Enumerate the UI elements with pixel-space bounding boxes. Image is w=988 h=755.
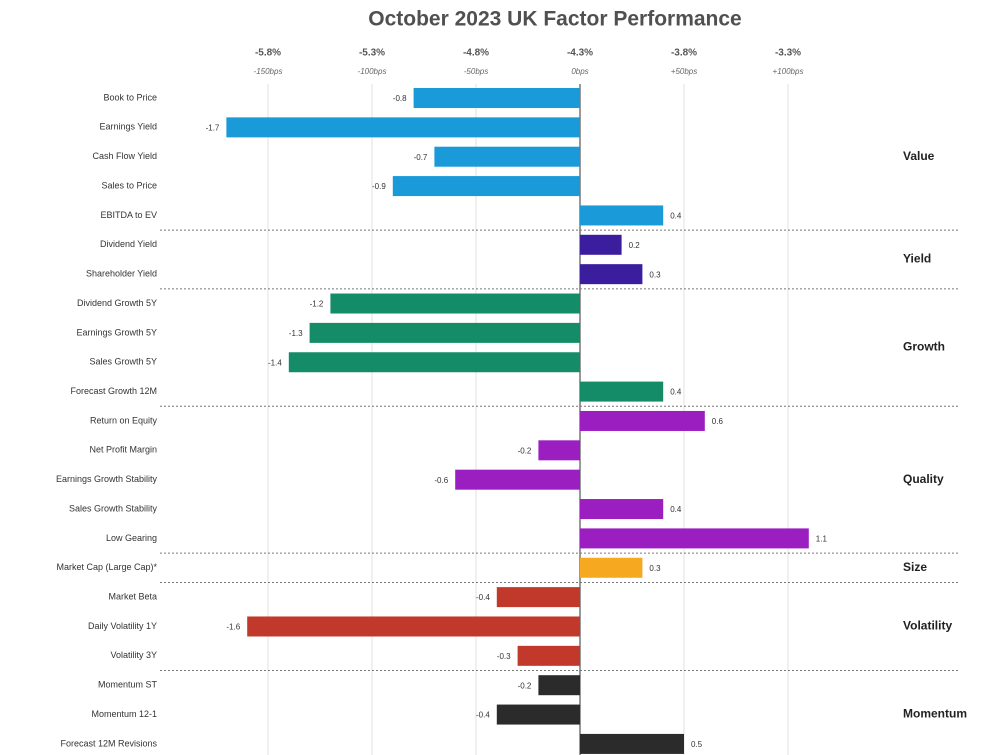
- category-label: Book to Price: [103, 92, 157, 102]
- category-label: Market Beta: [108, 591, 157, 601]
- bar: [330, 293, 580, 314]
- bar: [580, 557, 643, 578]
- x-tick-label: -5.3%: [359, 48, 385, 59]
- value-label: 0.4: [670, 505, 682, 514]
- group-label: Quality: [903, 472, 944, 486]
- x-tick-label: -4.8%: [463, 48, 489, 59]
- group-label: Volatility: [903, 619, 952, 633]
- group-label: Growth: [903, 340, 945, 354]
- x-tick-label: -3.3%: [775, 48, 801, 59]
- value-label: 0.2: [629, 241, 641, 250]
- value-label: 0.4: [670, 212, 682, 221]
- value-label: 1.1: [816, 535, 828, 544]
- value-label: 0.3: [649, 564, 661, 573]
- category-label: Return on Equity: [90, 415, 158, 425]
- bar: [580, 528, 809, 549]
- value-label: 0.4: [670, 388, 682, 397]
- value-label: -0.4: [476, 711, 490, 720]
- bar: [392, 176, 580, 197]
- category-label: Dividend Growth 5Y: [77, 298, 157, 308]
- category-label: Forecast 12M Revisions: [60, 738, 157, 748]
- bar: [413, 88, 580, 108]
- bar: [496, 704, 580, 725]
- bar: [496, 587, 580, 608]
- category-label: Momentum 12-1: [91, 709, 157, 719]
- chart-title: October 2023 UK Factor Performance: [368, 8, 741, 31]
- value-label: -1.3: [289, 329, 303, 338]
- x-tick-sublabel: +100bps: [773, 67, 804, 76]
- bar: [580, 410, 705, 431]
- value-label: 0.3: [649, 270, 661, 279]
- bar: [538, 440, 580, 461]
- value-label: -1.4: [268, 358, 282, 367]
- category-label: Earnings Growth 5Y: [76, 327, 157, 337]
- value-label: -0.2: [518, 681, 532, 690]
- x-tick-sublabel: 0bps: [571, 67, 588, 76]
- value-label: -1.2: [310, 300, 324, 309]
- bar: [538, 675, 580, 696]
- group-label: Momentum: [903, 707, 967, 721]
- category-label: Sales Growth 5Y: [89, 357, 157, 367]
- bar: [517, 645, 580, 666]
- category-label: Earnings Growth Stability: [56, 474, 158, 484]
- x-tick-label: -3.8%: [671, 48, 697, 59]
- bar: [580, 381, 664, 402]
- group-label: Yield: [903, 252, 931, 266]
- category-label: Dividend Yield: [100, 239, 157, 249]
- value-label: -0.2: [518, 446, 532, 455]
- group-label: Value: [903, 149, 935, 163]
- category-label: Earnings Yield: [99, 122, 157, 132]
- category-label: Market Cap (Large Cap)*: [56, 562, 157, 572]
- group-label: Size: [903, 560, 927, 574]
- bar: [434, 146, 580, 167]
- bar: [580, 234, 622, 255]
- bar: [226, 117, 580, 138]
- category-label: Shareholder Yield: [86, 269, 157, 279]
- category-label: Sales Growth Stability: [69, 503, 158, 513]
- value-label: 0.6: [712, 417, 724, 426]
- x-tick-sublabel: -50bps: [464, 67, 488, 76]
- x-tick-sublabel: -150bps: [254, 67, 283, 76]
- category-label: Sales to Price: [101, 180, 157, 190]
- bar: [247, 616, 580, 637]
- bar: [580, 499, 664, 520]
- value-label: -1.7: [206, 123, 220, 132]
- value-label: -0.7: [414, 153, 428, 162]
- bar: [309, 322, 580, 343]
- bar: [288, 352, 580, 373]
- bar: [580, 205, 664, 226]
- value-label: -0.3: [497, 652, 511, 661]
- value-label: -0.4: [476, 593, 490, 602]
- bar: [580, 264, 643, 285]
- category-label: Cash Flow Yield: [92, 151, 157, 161]
- value-label: -1.6: [226, 623, 240, 632]
- category-label: Momentum ST: [98, 680, 158, 690]
- x-tick-sublabel: -100bps: [358, 67, 387, 76]
- value-label: -0.9: [372, 182, 386, 191]
- value-label: -0.6: [434, 476, 448, 485]
- category-label: Daily Volatility 1Y: [88, 621, 157, 631]
- bar: [580, 733, 684, 754]
- x-tick-label: -5.8%: [255, 48, 281, 59]
- category-label: EBITDA to EV: [100, 210, 157, 220]
- value-label: -0.8: [393, 94, 407, 103]
- x-tick-sublabel: +50bps: [671, 67, 697, 76]
- category-label: Volatility 3Y: [110, 650, 157, 660]
- x-tick-label: -4.3%: [567, 48, 593, 59]
- category-label: Forecast Growth 12M: [70, 386, 157, 396]
- value-label: 0.5: [691, 740, 703, 749]
- category-label: Low Gearing: [106, 533, 157, 543]
- bar: [455, 469, 580, 490]
- category-label: Net Profit Margin: [89, 445, 157, 455]
